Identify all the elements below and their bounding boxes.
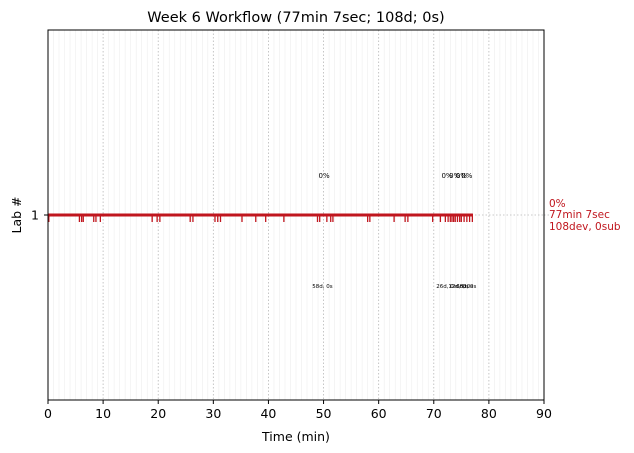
x-tick-label: 60 [371, 406, 387, 421]
annotation-above: 0% [319, 172, 330, 180]
x-tick-label: 30 [205, 406, 221, 421]
annotation-above: 0% [461, 172, 472, 180]
chart-title: Week 6 Workflow (77min 7sec; 108d; 0s) [147, 10, 444, 26]
x-tick-label: 70 [426, 406, 442, 421]
x-tick-label: 50 [316, 406, 332, 421]
x-tick-label: 80 [481, 406, 497, 421]
right-label-counts: 108dev, 0sub [549, 221, 621, 233]
annotation-below: 26d, 0s [436, 284, 456, 290]
annotation-above: 0% [441, 172, 452, 180]
x-axis-ticks: 0 10 20 30 40 50 60 70 80 90 [44, 400, 552, 421]
y-tick-label: 1 [31, 208, 39, 223]
x-tick-label: 40 [260, 406, 276, 421]
right-summary: 0% 77min 7sec 108dev, 0sub [549, 198, 621, 233]
annotation-below: 58d, 0s [312, 284, 332, 290]
right-label-percent: 0% [549, 198, 566, 210]
annotation-below: 12d, 0s [448, 284, 468, 290]
annotation-below: 6d, 0s [456, 284, 473, 290]
x-tick-label: 0 [44, 406, 52, 421]
y-axis-ticks: 1 [31, 208, 48, 223]
x-tick-label: 90 [536, 406, 552, 421]
y-axis-label: Lab # [9, 196, 24, 233]
right-label-duration: 77min 7sec [549, 209, 610, 221]
x-tick-label: 10 [95, 406, 111, 421]
annotation-above: 0% [449, 172, 460, 180]
annotation-above: 0% [456, 172, 467, 180]
annotation-below: 6d, 0s [460, 284, 477, 290]
x-axis-label: Time (min) [261, 429, 330, 444]
x-tick-label: 20 [150, 406, 166, 421]
